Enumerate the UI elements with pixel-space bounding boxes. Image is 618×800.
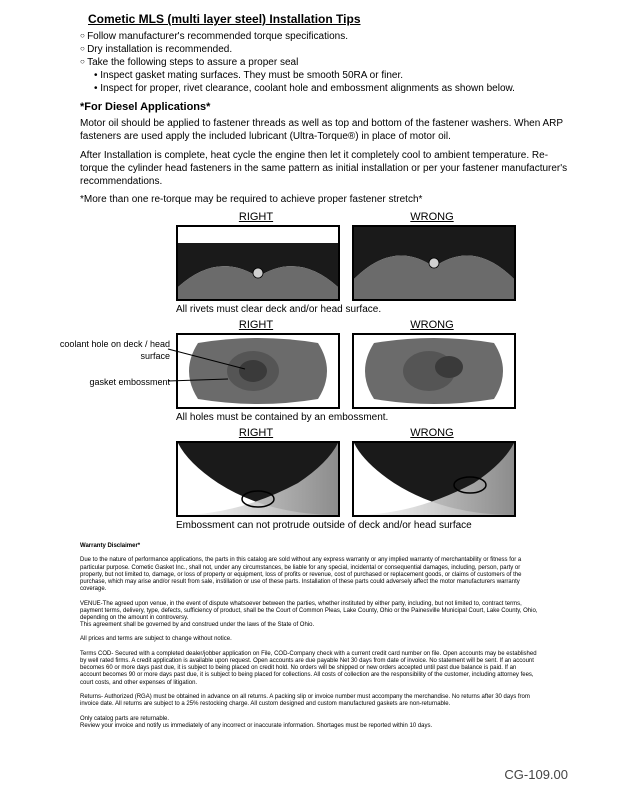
figure-row-2: coolant hole on deck / head surface gask… (40, 319, 578, 409)
bullet-item: Follow manufacturer's recommended torque… (80, 30, 578, 43)
disclaimer-head: Warranty Disclaimer* (80, 543, 538, 550)
retorque-note: *More than one re-torque may be required… (40, 194, 578, 205)
disclaimer-p: Terms COD- Secured with a completed deal… (80, 651, 538, 687)
bullet-list: Follow manufacturer's recommended torque… (40, 30, 578, 95)
page-footer-code: CG-109.00 (504, 767, 568, 782)
side-labels: coolant hole on deck / head surface gask… (40, 339, 176, 388)
figure-row-1: RIGHT WRONG (40, 211, 578, 301)
caption-2: All holes must be contained by an emboss… (40, 412, 578, 423)
side-label-embossment: gasket embossment (40, 377, 170, 389)
page-title: Cometic MLS (multi layer steel) Installa… (40, 12, 578, 26)
figure-embossment-right (176, 441, 340, 517)
document-page: Cometic MLS (multi layer steel) Installa… (0, 0, 618, 740)
figure-embossment-wrong (352, 441, 516, 517)
disclaimer-p: Returns- Authorized (RGA) must be obtain… (80, 694, 538, 708)
disclaimer-p: VENUE-The agreed upon venue, in the even… (80, 601, 538, 630)
wrong-label: WRONG (352, 319, 512, 331)
diesel-para-2: After Installation is complete, heat cyc… (40, 149, 578, 188)
diesel-heading: *For Diesel Applications* (40, 101, 578, 113)
disclaimer-p: All prices and terms are subject to chan… (80, 636, 538, 643)
figure-rivet-wrong (352, 225, 516, 301)
wrong-label: WRONG (352, 427, 512, 439)
warranty-disclaimer: Warranty Disclaimer* Due to the nature o… (40, 535, 578, 730)
right-label: RIGHT (176, 319, 336, 331)
figure-row-3: RIGHT WRONG (40, 427, 578, 517)
bullet-subitem: Inspect for proper, rivet clearance, coo… (80, 82, 578, 95)
right-label: RIGHT (176, 211, 336, 223)
disclaimer-p: Due to the nature of performance applica… (80, 557, 538, 593)
right-label: RIGHT (176, 427, 336, 439)
bullet-item: Take the following steps to assure a pro… (80, 56, 578, 69)
figure-hole-wrong (352, 333, 516, 409)
caption-3: Embossment can not protrude outside of d… (40, 520, 476, 531)
side-label-coolant: coolant hole on deck / head surface (40, 339, 170, 362)
figure-hole-right (176, 333, 340, 409)
diesel-para-1: Motor oil should be applied to fastener … (40, 117, 578, 143)
caption-1: All rivets must clear deck and/or head s… (40, 304, 578, 315)
wrong-label: WRONG (352, 211, 512, 223)
bullet-item: Dry installation is recommended. (80, 43, 578, 56)
disclaimer-p: Only catalog parts are returnable. Revie… (80, 716, 538, 730)
figure-rivet-right (176, 225, 340, 301)
bullet-subitem: Inspect gasket mating surfaces. They mus… (80, 69, 578, 82)
